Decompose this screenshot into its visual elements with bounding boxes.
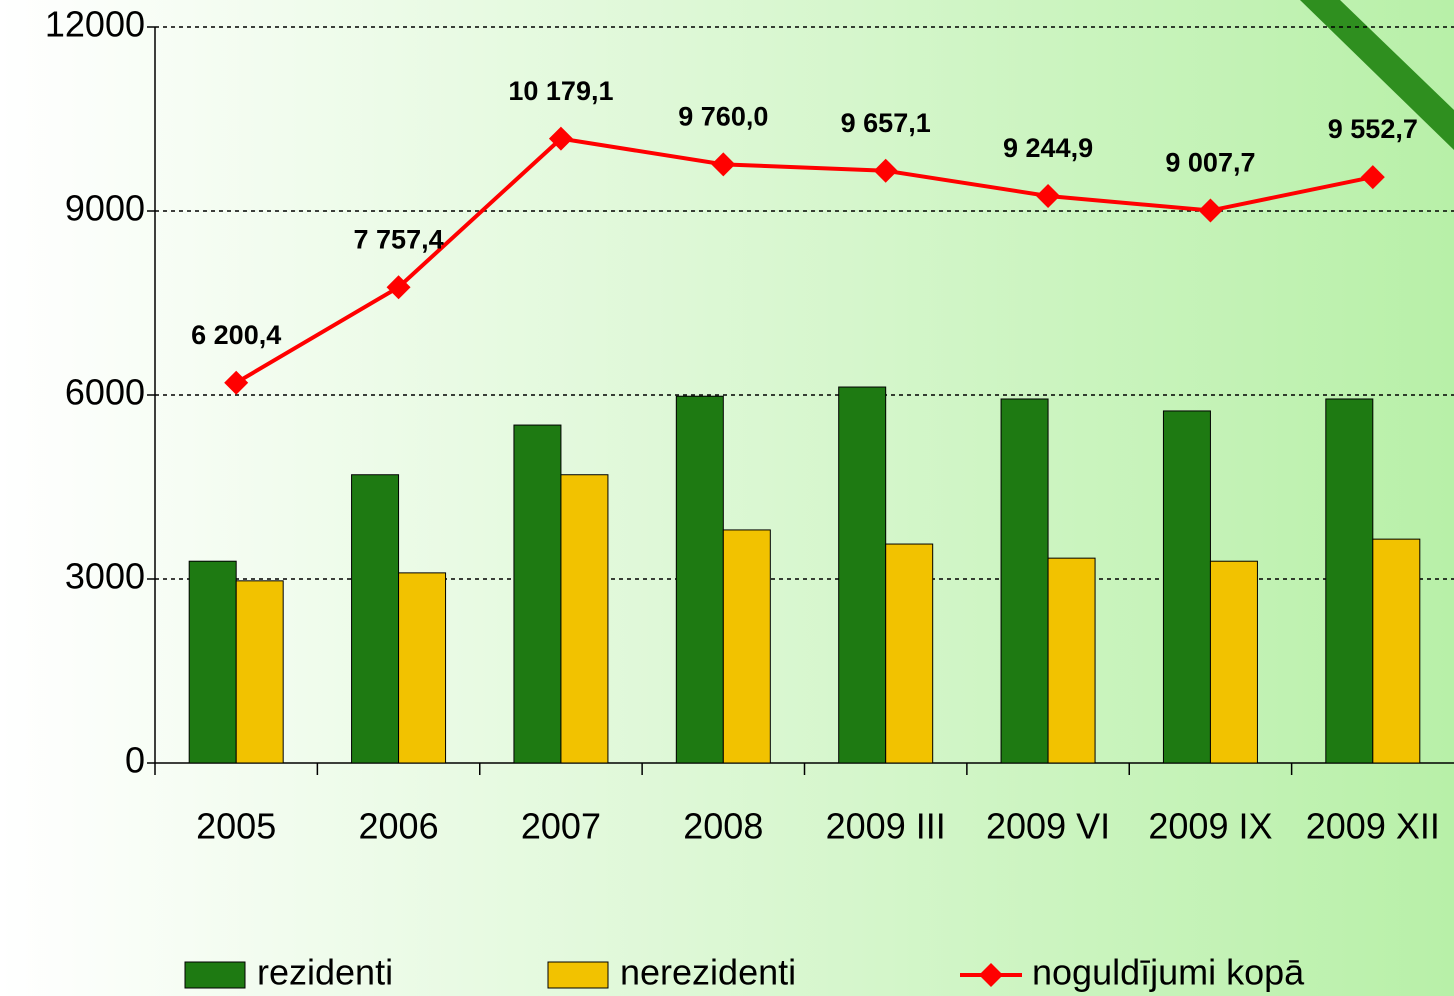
legend-marker [979, 963, 1003, 987]
y-tick-label: 0 [125, 740, 145, 781]
bar [513, 424, 562, 764]
data-label: 7 757,4 [354, 224, 444, 254]
legend-label: nerezidenti [620, 952, 796, 993]
y-tick-label: 6000 [65, 372, 145, 413]
bar [1209, 560, 1258, 764]
bar [1325, 398, 1374, 764]
bar [675, 395, 724, 764]
x-tick-label: 2009 XII [1306, 806, 1440, 847]
y-tick-label: 3000 [65, 556, 145, 597]
legend-label: rezidenti [257, 952, 393, 993]
marker [386, 275, 411, 300]
data-label: 9 760,0 [678, 102, 768, 132]
x-tick-label: 2007 [521, 806, 601, 847]
marker [1198, 198, 1223, 223]
data-label: 9 657,1 [841, 108, 931, 138]
y-tick-label: 12000 [45, 4, 145, 45]
data-label: 9 244,9 [1003, 133, 1093, 163]
data-label: 9 007,7 [1165, 148, 1255, 178]
bar [885, 543, 934, 764]
bar [351, 474, 400, 764]
x-tick-label: 2006 [359, 806, 439, 847]
bar [838, 386, 887, 764]
data-label: 10 179,1 [508, 76, 613, 106]
x-tick-label: 2005 [196, 806, 276, 847]
x-tick-label: 2008 [683, 806, 763, 847]
x-tick-label: 2009 VI [986, 806, 1110, 847]
bar [1162, 410, 1211, 764]
marker [711, 152, 736, 177]
data-label: 6 200,4 [191, 320, 281, 350]
x-tick-label: 2009 III [826, 806, 946, 847]
x-tick-label: 2009 IX [1148, 806, 1272, 847]
line [235, 136, 1374, 385]
legend-swatch [547, 961, 609, 989]
bar [560, 474, 609, 764]
bar [722, 529, 771, 764]
marker [873, 158, 898, 183]
marker [224, 370, 249, 395]
bar [1047, 557, 1096, 764]
bar [235, 580, 284, 764]
bar [1372, 538, 1421, 764]
bar [398, 572, 447, 764]
bar [188, 560, 237, 764]
marker [548, 126, 573, 151]
decoration [1300, 0, 1454, 150]
legend-swatch [184, 961, 246, 989]
data-label: 9 552,7 [1328, 114, 1418, 144]
y-tick-label: 9000 [65, 188, 145, 229]
bar [1000, 398, 1049, 764]
legend-label: noguldījumi kopā [1032, 952, 1305, 993]
marker [1360, 165, 1385, 190]
marker [1036, 183, 1061, 208]
